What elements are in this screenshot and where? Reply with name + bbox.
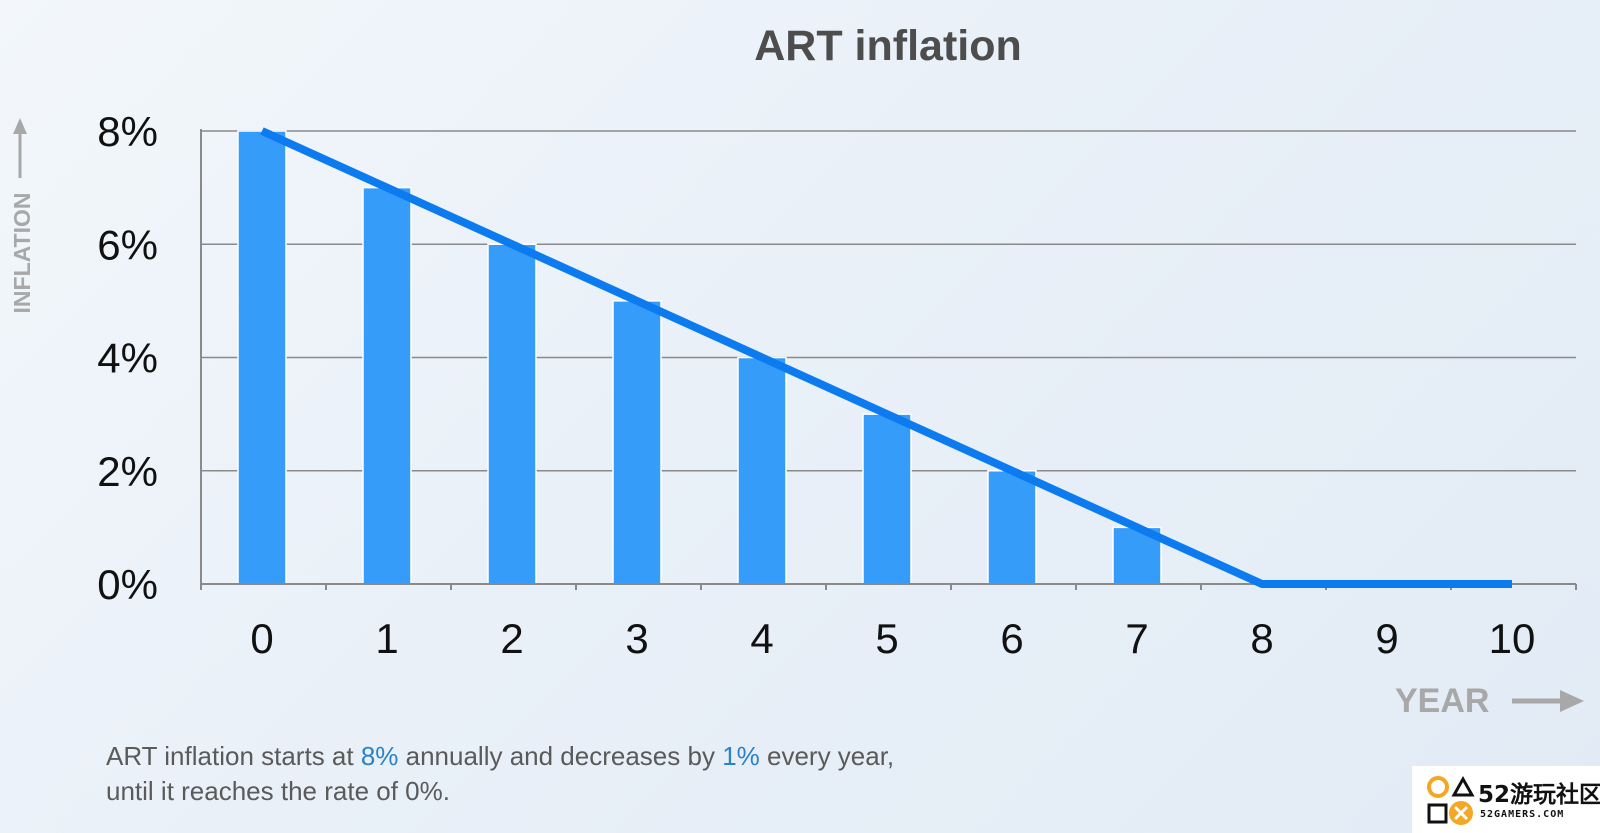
x-tick-label-6: 6 [1000, 615, 1023, 662]
chart-caption: ART inflation starts at 8% annually and … [106, 739, 894, 809]
trend-line [260, 127, 1512, 588]
caption-text-2: annually and decreases by [398, 741, 723, 771]
watermark-title: 52游玩社区 [1478, 782, 1600, 808]
bar-year-0 [237, 130, 287, 585]
y-axis-label: INFLATION [9, 193, 35, 314]
x-tick-label-2: 2 [500, 615, 523, 662]
caption-text-3: every year, [759, 741, 895, 771]
caption-line-2: until it reaches the rate of 0%. [106, 776, 450, 806]
chart-title: ART inflation [754, 22, 1022, 70]
x-tick-label-1: 1 [375, 615, 398, 662]
y-tick-label-4%: 4% [97, 335, 158, 382]
watermark-url: 52GAMERS.COM [1480, 809, 1565, 820]
y-tick-label-0%: 0% [97, 561, 158, 608]
x-tick-label-5: 5 [875, 615, 898, 662]
y-tick-label-8%: 8% [97, 108, 158, 155]
x-tick-label-3: 3 [625, 615, 648, 662]
caption-line-1: ART inflation starts at 8% annually and … [106, 739, 894, 774]
x-axis-arrow-head [1560, 690, 1584, 712]
x-tick-label-0: 0 [250, 615, 273, 662]
x-tick-label-7: 7 [1125, 615, 1148, 662]
bar-year-1 [362, 186, 412, 585]
x-tick-label-8: 8 [1250, 615, 1273, 662]
x-tick-label-4: 4 [750, 615, 773, 662]
watermark: 52游玩社区 52GAMERS.COM [1412, 766, 1600, 833]
bar-year-6 [987, 470, 1037, 585]
watermark-logo-icon [1427, 775, 1475, 825]
caption-highlight-start-rate: 8% [360, 741, 399, 771]
caption-highlight-decrease-rate: 1% [722, 741, 760, 771]
y-axis-arrow-head [13, 118, 27, 134]
bar-year-4 [737, 356, 787, 585]
caption-text-1: ART inflation starts at [106, 741, 361, 771]
x-axis-label: YEAR [1395, 682, 1489, 720]
bar-year-3 [612, 300, 662, 585]
bar-year-2 [487, 243, 537, 585]
y-tick-label-2%: 2% [97, 448, 158, 495]
x-tick-label-9: 9 [1375, 615, 1398, 662]
bar-year-5 [862, 413, 912, 585]
y-tick-label-6%: 6% [97, 221, 158, 268]
x-tick-label-10: 10 [1489, 615, 1536, 662]
